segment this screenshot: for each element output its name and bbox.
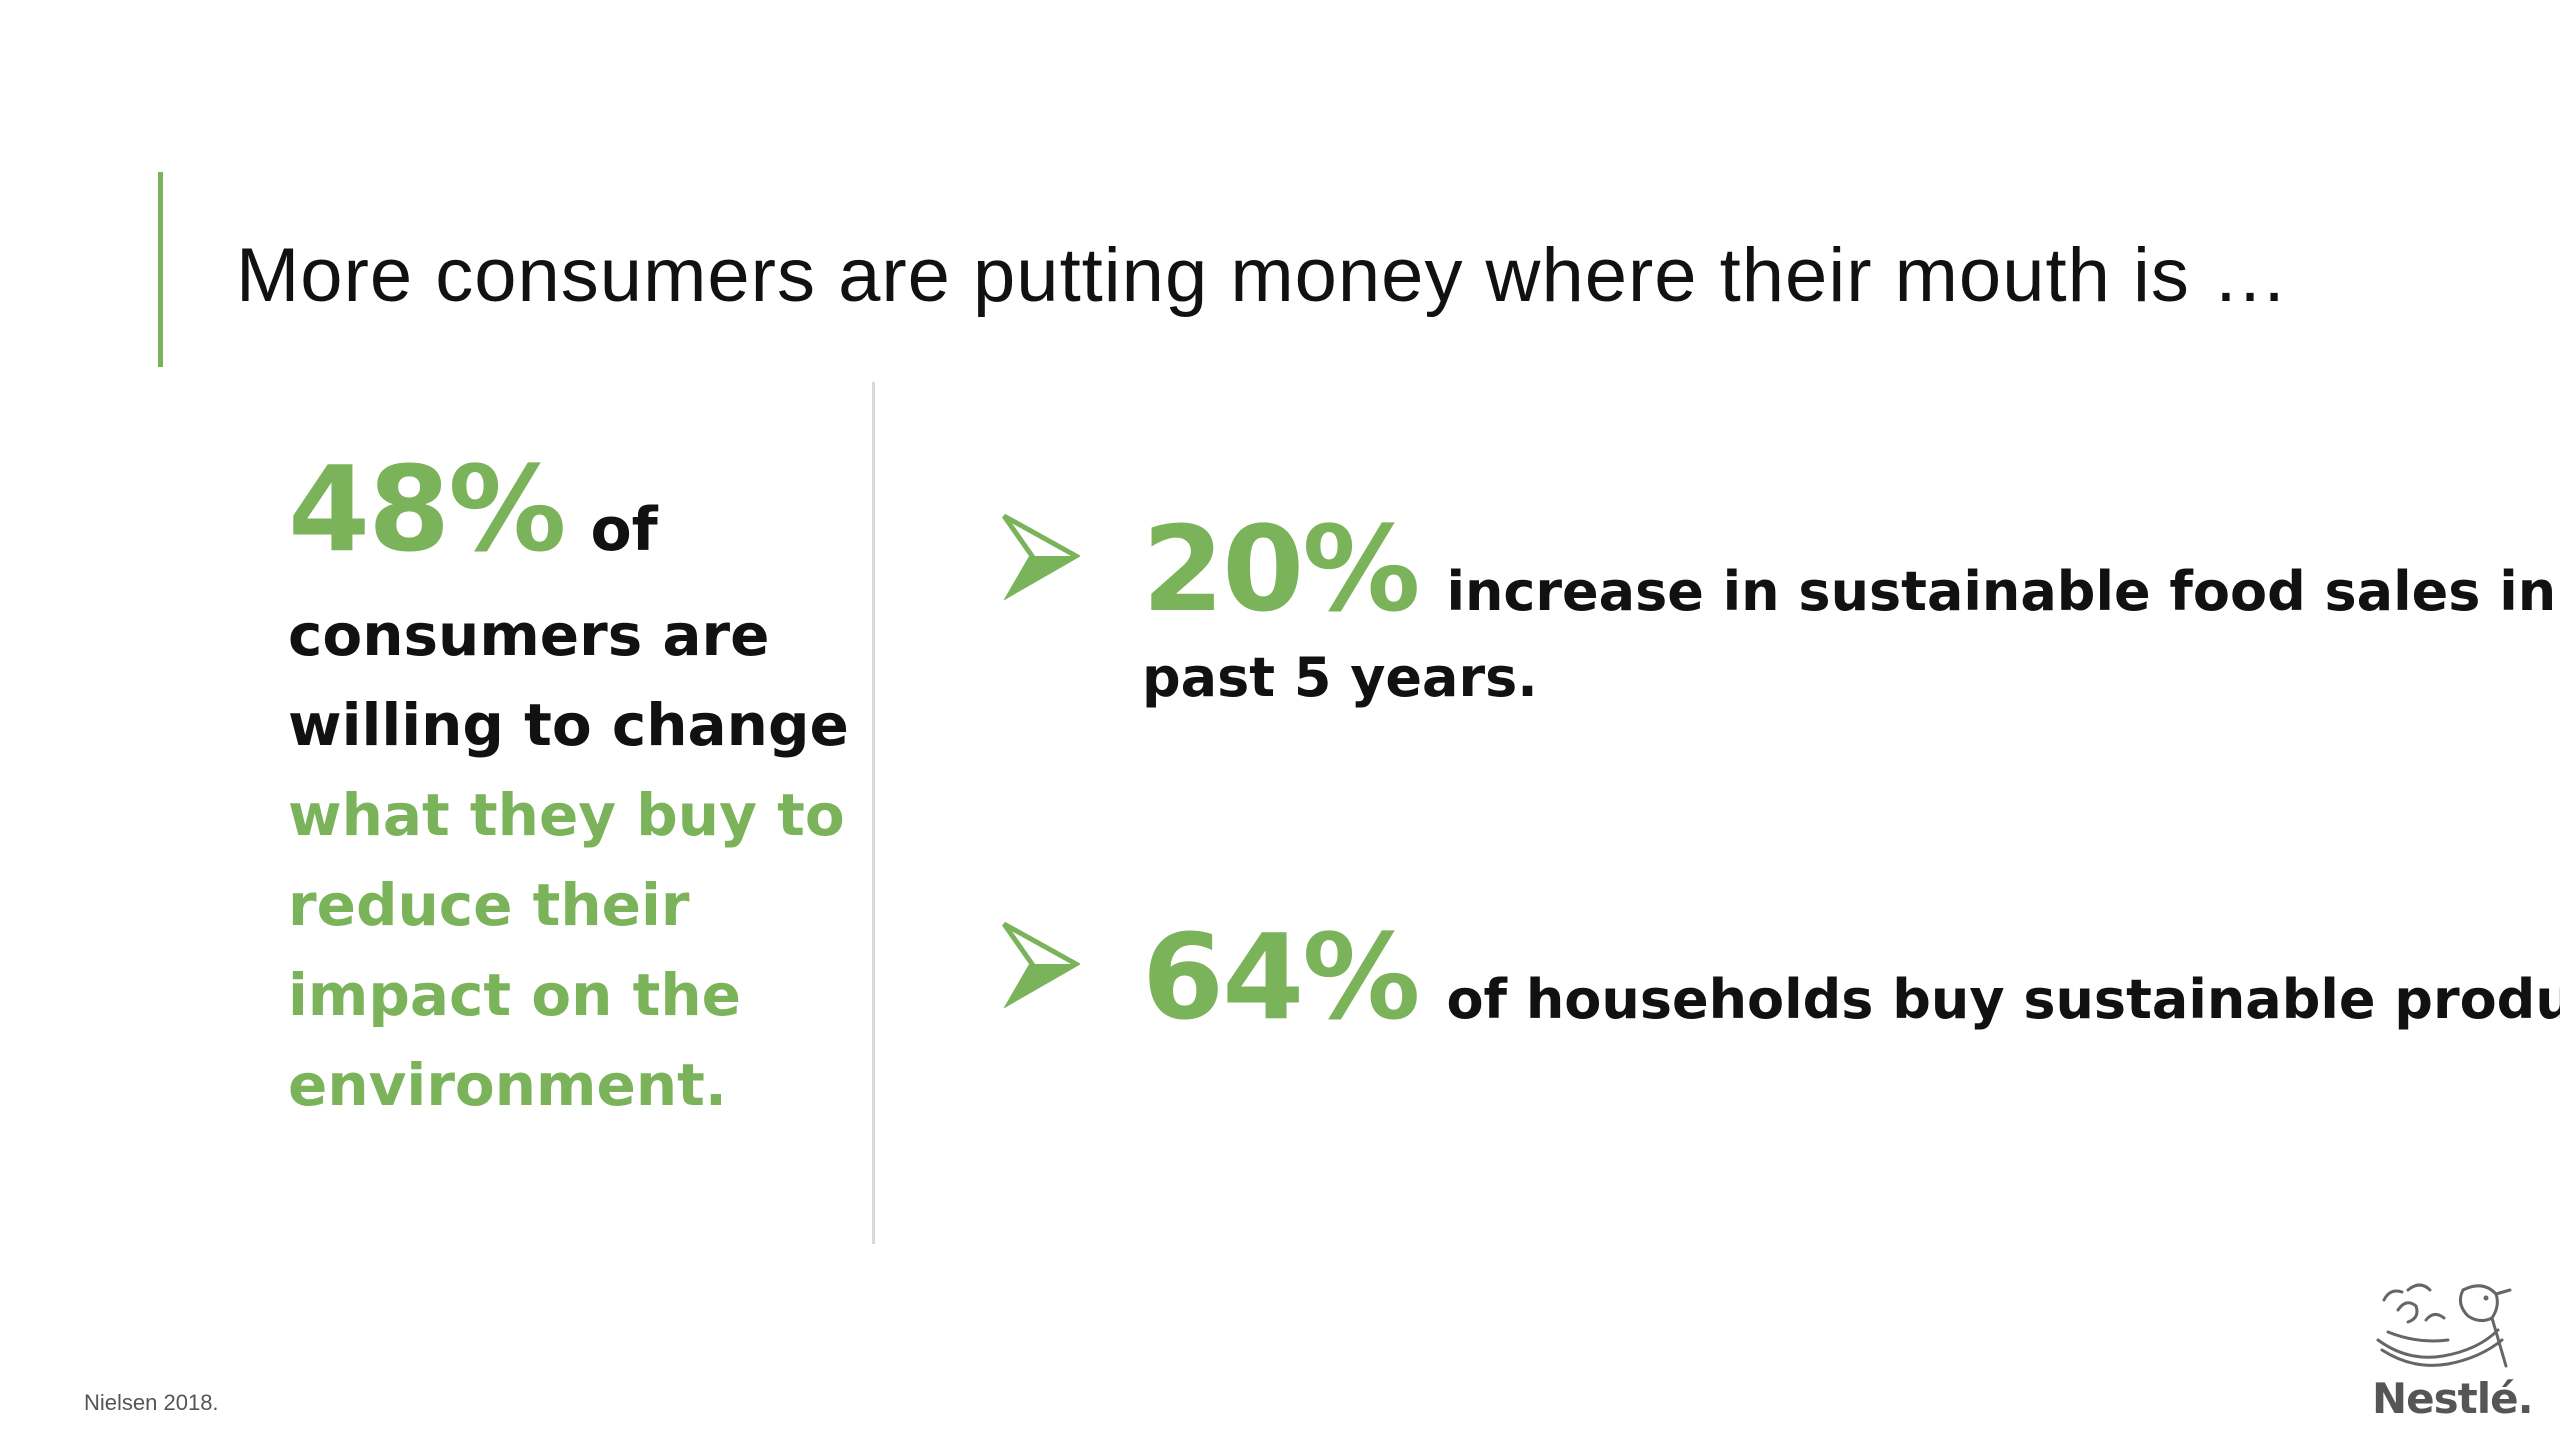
bullet-stat-continuation: past 5 years.: [1142, 646, 1538, 709]
bullet-content: 64% of households buy sustainable produc…: [1142, 908, 2560, 1046]
left-text-line-1: consumers are: [288, 601, 770, 669]
bullet-stat-text: increase in sustainable food sales in th…: [1446, 560, 2560, 623]
bullet-stat-line: 64% of households buy sustainable produc…: [1142, 908, 2560, 1046]
left-green-line-2: reduce their: [288, 871, 690, 939]
bullet-content: 20% increase in sustainable food sales i…: [1142, 500, 2560, 709]
nest-birds-logo-icon: [2376, 1283, 2512, 1368]
left-stat-line: 48% of: [288, 450, 888, 590]
title-accent-bar: [158, 172, 163, 367]
source-note: Nielsen 2018.: [84, 1390, 219, 1415]
bullet-stat-text: of households buy sustainable products.: [1446, 968, 2560, 1031]
left-stat-suffix: of: [590, 495, 658, 565]
slide-title: More consumers are putting money where t…: [236, 233, 2289, 318]
bullet-stat-line: 20% increase in sustainable food sales i…: [1142, 500, 2560, 638]
vertical-divider: [872, 382, 875, 1244]
left-stat-block: 48% of consumers are willing to change w…: [288, 450, 888, 1130]
left-green-line-3: impact on the: [288, 961, 741, 1029]
bullet-stat-value: 20%: [1142, 500, 1420, 638]
arrowhead-bullet-icon: [1001, 921, 1080, 1008]
left-text-line-2: willing to change: [288, 691, 849, 759]
arrowhead-bullet-icon: [1001, 513, 1080, 600]
logo-wordmark: Nestlé.: [2372, 1374, 2534, 1423]
left-green-line-1: what they buy to: [288, 781, 845, 849]
left-stat-value: 48%: [288, 440, 566, 578]
nestle-logo: Nestlé.: [2360, 1270, 2540, 1423]
bullet-stat-value: 64%: [1142, 908, 1420, 1046]
left-green-line-4: environment.: [288, 1051, 727, 1119]
